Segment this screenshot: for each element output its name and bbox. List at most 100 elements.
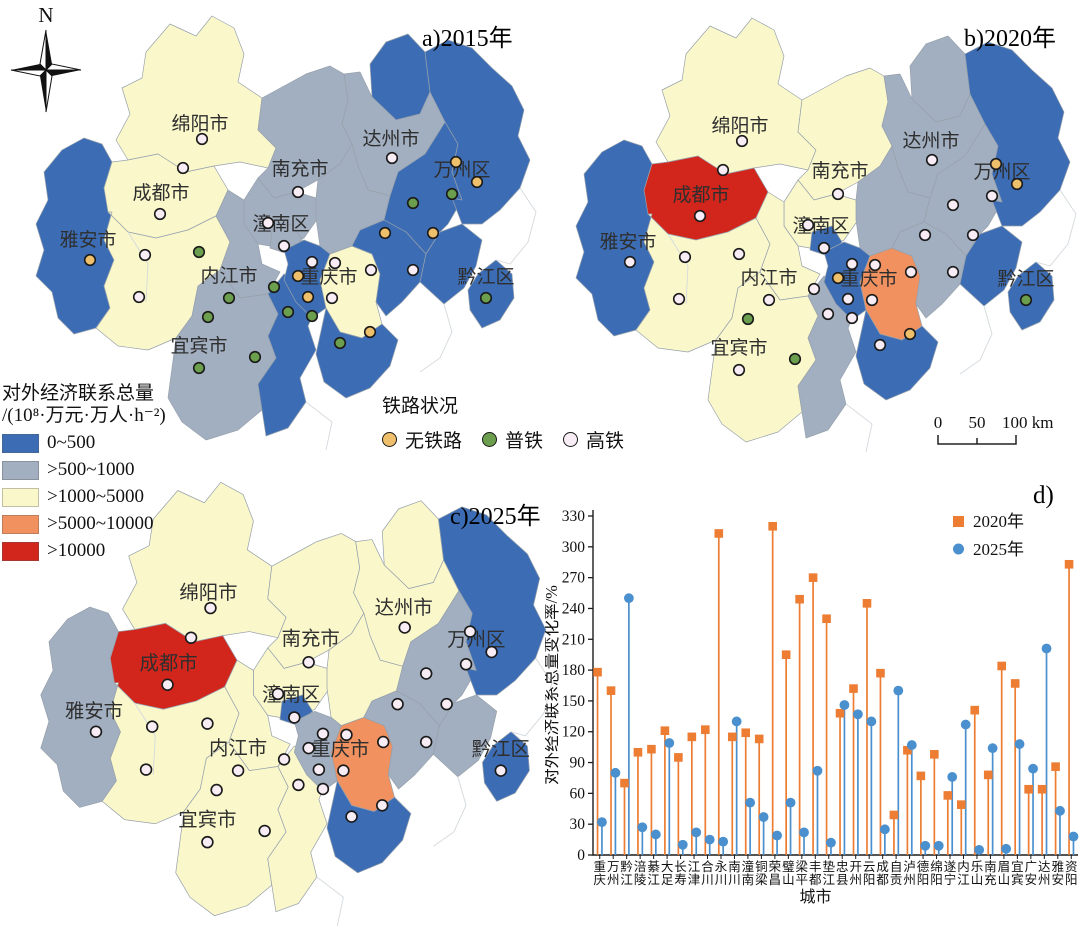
railway-dot-hsr bbox=[485, 645, 498, 659]
region-neijiang bbox=[755, 191, 821, 301]
marker-2020年 bbox=[1010, 679, 1020, 688]
railway-dot-hsr bbox=[762, 293, 776, 307]
railway-legend-label: 普铁 bbox=[505, 431, 544, 452]
x-city-label: 雅安 bbox=[1052, 859, 1065, 887]
railway-dot-regular bbox=[445, 187, 459, 201]
map-label: 潼南区 bbox=[262, 684, 320, 706]
region-qianjiang bbox=[1007, 261, 1055, 331]
railway-dot-none bbox=[989, 157, 1003, 171]
y-tick-label: 30 bbox=[570, 816, 586, 833]
x-city-label: 开州 bbox=[849, 860, 862, 887]
marker-2025年 bbox=[920, 840, 931, 851]
railway-dot-hsr bbox=[985, 189, 999, 203]
railway-legend-item: 普铁 bbox=[482, 426, 543, 453]
map-legend: 对外经济联系总量 /(10⁸·万元·万人·h⁻²) 0~500 >500~1000… bbox=[2, 383, 202, 562]
map-label: 黔江区 bbox=[472, 738, 530, 760]
panel-map-2025: 绵阳市 达州市 南充市 万州区 成都市 潼南区 雅安市 内江市 重庆市 黔江区 宜宾市 c)2025… bbox=[0, 468, 560, 926]
y-tick-label: 120 bbox=[562, 724, 586, 741]
x-city-label: 遂宁 bbox=[944, 860, 957, 887]
marker-2025年 bbox=[933, 840, 944, 851]
marker-2025年 bbox=[906, 740, 917, 750]
map-label: 南充市 bbox=[282, 628, 340, 650]
map-label: 潼南区 bbox=[252, 213, 309, 235]
marker-2025年 bbox=[1001, 843, 1012, 854]
railway-legend: 铁路状况 无铁路 普铁 高铁 bbox=[382, 391, 672, 453]
map-label: 达州市 bbox=[902, 130, 959, 152]
x-city-label: 璧山 bbox=[782, 859, 795, 887]
railway-dot-hsr bbox=[316, 782, 330, 796]
region-fuling_east bbox=[419, 223, 483, 305]
marker-2025年 bbox=[799, 827, 809, 838]
railway-dot-hsr bbox=[807, 282, 821, 296]
legend-swatch-500-1000 bbox=[2, 460, 39, 480]
x-city-label: 资阳 bbox=[1065, 860, 1078, 887]
marker-2020年 bbox=[889, 810, 899, 820]
panel-map-2015: 绵阳市 达州市 南充市 万州区 成都市 潼南区 雅安市 内江市 重庆市 黔江区 宜宾市 a)2015… bbox=[0, 0, 540, 462]
railway-dot-hsr bbox=[391, 697, 404, 711]
map-label: 绵阳市 bbox=[179, 582, 237, 604]
railway-dot-none bbox=[83, 253, 97, 267]
y-tick-label: 180 bbox=[562, 662, 586, 679]
marker-2025年 bbox=[623, 593, 634, 604]
railway-dot-none bbox=[378, 226, 392, 240]
railway-dot-hsr bbox=[89, 725, 103, 738]
railway-dot-regular bbox=[333, 336, 347, 350]
chart-legend: 2020年 2025年 bbox=[953, 512, 1024, 559]
railway-dot-hsr bbox=[716, 163, 730, 177]
panel-a-title: a)2015年 bbox=[422, 26, 513, 52]
map-legend-item: 0~500 bbox=[2, 432, 202, 454]
x-city-label: 南充 bbox=[984, 859, 997, 887]
marker-2020年 bbox=[781, 650, 791, 659]
railway-dot-hsr bbox=[419, 667, 433, 680]
marker-2025年 bbox=[704, 834, 715, 845]
x-city-label: 涪陵 bbox=[634, 859, 647, 887]
marker-2020年 bbox=[808, 573, 818, 582]
faint-boundary bbox=[959, 305, 993, 375]
x-city-label: 丰都 bbox=[809, 860, 822, 887]
marker-2020年 bbox=[943, 791, 953, 800]
marker-2025年 bbox=[650, 829, 661, 840]
legend-label: >5000~10000 bbox=[47, 513, 154, 534]
x-city-label: 潼南 bbox=[742, 859, 755, 887]
railway-dot-hsr bbox=[693, 209, 707, 223]
marker-2020年 bbox=[903, 745, 912, 755]
map-label: 内江市 bbox=[740, 267, 797, 289]
legend-swatch-0-500 bbox=[2, 433, 39, 453]
map-label: 内江市 bbox=[209, 737, 267, 759]
railway-dot-hsr bbox=[325, 291, 339, 305]
railway-dot-hsr bbox=[678, 250, 692, 264]
x-city-label: 梁平 bbox=[796, 859, 809, 887]
y-tick-label: 150 bbox=[562, 693, 586, 710]
marker-2025年 bbox=[839, 700, 850, 710]
railway-dot-hsr bbox=[195, 132, 209, 146]
scale-bar-label: 0 bbox=[934, 413, 943, 432]
x-city-label: 成都 bbox=[876, 860, 889, 887]
railway-dot-hsr bbox=[288, 711, 301, 724]
map-label: 黔江区 bbox=[997, 268, 1054, 290]
legend-swatch-5000-10000 bbox=[2, 514, 39, 534]
map-label: 潼南区 bbox=[792, 215, 849, 237]
railway-dot-regular bbox=[479, 291, 493, 305]
marker-2020年 bbox=[606, 686, 616, 695]
marker-2025年 bbox=[718, 836, 729, 847]
x-city-label: 广安 bbox=[1025, 860, 1038, 887]
railway-dot-hsr bbox=[184, 631, 198, 644]
railway-dot-hsr bbox=[623, 255, 637, 269]
railway-dot-regular bbox=[248, 350, 262, 364]
faint-boundary bbox=[495, 187, 537, 265]
region-mianyang bbox=[115, 15, 277, 173]
railway-dot-hsr bbox=[302, 741, 315, 755]
railway-dot-hsr bbox=[918, 228, 932, 242]
region-cq_south bbox=[315, 307, 399, 399]
marker-2020年 bbox=[687, 732, 697, 742]
railway-dot-regular bbox=[192, 361, 206, 375]
marker-2020年 bbox=[593, 667, 602, 677]
railway-legend-label: 无铁路 bbox=[405, 431, 463, 452]
marker-2020年 bbox=[822, 614, 831, 624]
scale-bar: 0 50 100 km bbox=[934, 413, 1053, 445]
railway-dot-icon-hsr bbox=[563, 432, 579, 447]
faint-boundary bbox=[127, 231, 149, 303]
railway-dot-hsr bbox=[312, 763, 326, 776]
legend-label: 0~500 bbox=[47, 432, 96, 453]
